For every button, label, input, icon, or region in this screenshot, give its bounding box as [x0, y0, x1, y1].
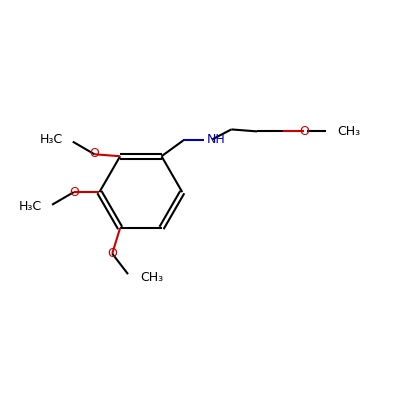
Text: H₃C: H₃C — [19, 200, 42, 213]
Text: O: O — [90, 147, 100, 160]
Text: H₃C: H₃C — [40, 133, 62, 146]
Text: CH₃: CH₃ — [140, 271, 163, 284]
Text: NH: NH — [207, 133, 226, 146]
Text: O: O — [69, 186, 79, 199]
Text: O: O — [299, 125, 309, 138]
Text: O: O — [107, 247, 117, 260]
Text: CH₃: CH₃ — [337, 125, 360, 138]
